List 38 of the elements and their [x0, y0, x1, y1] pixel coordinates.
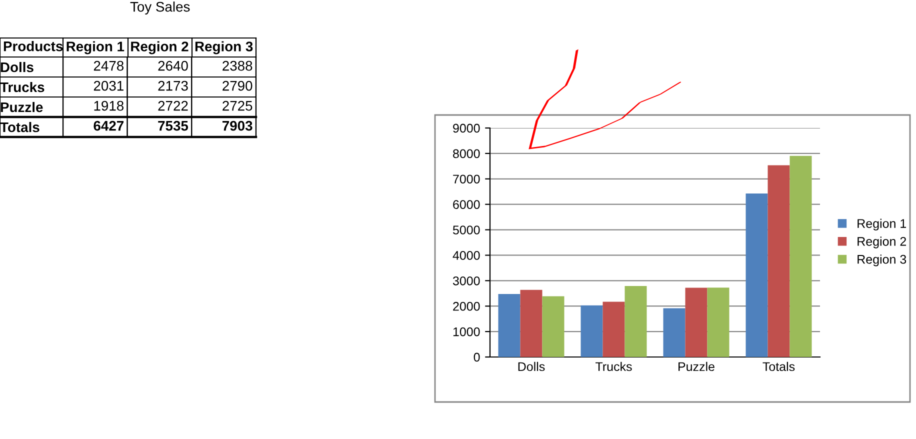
data-label: 1918 — [94, 100, 124, 111]
y-tick-label: 0 — [474, 352, 480, 362]
y-tick-label: Puzzle — [0, 102, 43, 112]
y-tick-label: Dolls — [0, 62, 34, 72]
y-tick-label: 9000 — [453, 124, 480, 133]
x-tick-label: Dolls — [518, 362, 545, 372]
y-tick-label: Trucks — [0, 82, 44, 92]
data-label: 2031 — [94, 80, 124, 91]
y-tick-label: 8000 — [453, 149, 480, 158]
y-tick-label: 2000 — [453, 302, 480, 311]
data-label: 2173 — [158, 80, 188, 91]
y-tick-label: 5000 — [452, 226, 480, 234]
data-label: 2725 — [222, 100, 252, 111]
y-tick-label: Totals — [0, 122, 40, 132]
x-tick-label: Totals — [762, 362, 795, 372]
y-tick-label: 3000 — [452, 276, 480, 286]
x-tick-label: Region 1 — [66, 41, 124, 54]
data-label: 7535 — [158, 120, 188, 131]
x-tick-label: Puzzle — [678, 362, 714, 372]
legend-label: Region 1 — [858, 218, 906, 230]
y-tick-label: 6000 — [453, 200, 480, 209]
data-label: 6427 — [94, 120, 124, 131]
chart-title: Toy Sales — [130, 2, 190, 14]
data-label: 7903 — [222, 120, 252, 131]
x-tick-label: Region 2 — [131, 41, 188, 54]
legend-label: Region 3 — [858, 254, 906, 266]
y-tick-label: 1000 — [453, 327, 480, 336]
data-label: 2722 — [158, 100, 188, 111]
data-label: 2478 — [94, 60, 124, 71]
y-tick-label: 4000 — [452, 251, 480, 260]
x-tick-label: Region 3 — [195, 41, 253, 54]
data-label: 2790 — [222, 80, 252, 91]
data-label: 2640 — [158, 60, 188, 71]
data-label: 2388 — [222, 60, 252, 71]
x-tick-label: Trucks — [596, 362, 632, 372]
legend-label: Region 2 — [858, 236, 906, 248]
y-tick-label: 7000 — [453, 174, 480, 184]
text: Products — [4, 41, 63, 52]
